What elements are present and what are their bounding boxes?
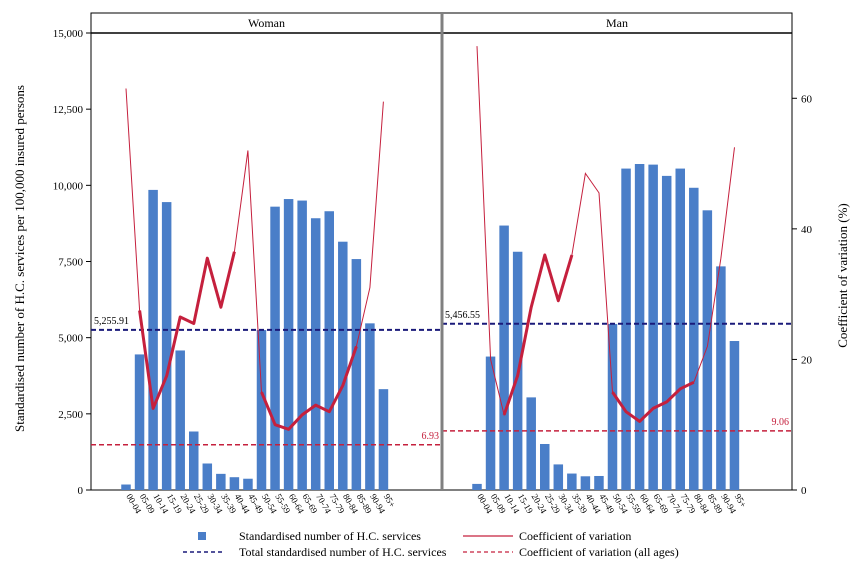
bar-man-90-94 xyxy=(716,266,726,490)
y-left-tick-label: 5,000 xyxy=(58,333,83,345)
bar-woman-65-69 xyxy=(297,200,307,491)
bar-man-75-79 xyxy=(675,168,685,490)
bar-woman-55-59 xyxy=(270,206,280,490)
bar-man-25-29 xyxy=(540,443,550,490)
cv-all-label-woman: 6.93 xyxy=(422,431,440,442)
bar-man-95+ xyxy=(729,341,740,490)
bar-man-50-54 xyxy=(607,323,618,490)
bar-woman-30-34 xyxy=(202,463,213,490)
bar-woman-60-64 xyxy=(283,199,294,490)
bar-woman-95+ xyxy=(378,389,389,490)
panel-title-woman: Woman xyxy=(248,16,285,30)
bar-man-00-04 xyxy=(472,483,482,490)
bar-man-60-64 xyxy=(634,164,645,491)
y-left-tick-label: 15,000 xyxy=(53,28,84,40)
y-left-tick-label: 10,000 xyxy=(53,180,84,192)
bar-man-45-49 xyxy=(594,475,604,490)
bar-man-70-74 xyxy=(661,175,672,490)
y-right-tick-label: 0 xyxy=(801,485,807,497)
bar-man-20-24 xyxy=(526,397,536,490)
bar-man-40-44 xyxy=(580,476,591,490)
bar-woman-05-09 xyxy=(134,354,145,490)
legend-label: Standardised number of H.C. services xyxy=(239,529,421,543)
bar-woman-25-29 xyxy=(189,431,199,490)
bar-woman-10-14 xyxy=(148,189,158,491)
bar-woman-35-39 xyxy=(216,473,226,490)
bar-woman-80-84 xyxy=(338,241,348,490)
bar-woman-90-94 xyxy=(365,323,375,490)
cv-line-bold-man-0 xyxy=(502,253,574,416)
y-left-axis-title: Standardised number of H.C. services per… xyxy=(12,85,27,432)
bar-man-85-89 xyxy=(702,210,713,491)
y-left-tick-label: 12,500 xyxy=(53,104,84,116)
cv-line-bold-man-1 xyxy=(611,380,695,423)
bar-woman-15-19 xyxy=(161,202,172,490)
bar-woman-40-44 xyxy=(229,477,240,490)
panel-title-man: Man xyxy=(606,16,628,30)
y-left-tick-label: 7,500 xyxy=(58,257,83,269)
bar-man-30-34 xyxy=(553,464,564,490)
total-label-man: 5,456.55 xyxy=(445,310,480,321)
bar-woman-75-79 xyxy=(324,211,334,491)
y-right-tick-label: 60 xyxy=(801,93,813,105)
bar-man-10-14 xyxy=(499,225,509,491)
bar-woman-70-74 xyxy=(310,218,321,490)
y-right-tick-label: 40 xyxy=(801,224,813,236)
y-left-tick-label: 2,500 xyxy=(58,409,83,421)
bar-woman-20-24 xyxy=(175,350,185,490)
bar-man-80-84 xyxy=(689,187,699,490)
bar-man-55-59 xyxy=(621,168,631,490)
bar-man-65-69 xyxy=(648,164,658,490)
total-label-woman: 5,255.91 xyxy=(94,316,129,327)
cv-all-label-man: 9.06 xyxy=(772,417,790,428)
bar-man-05-09 xyxy=(485,356,496,490)
y-right-axis-title: Coefficient of variation (%) xyxy=(835,203,850,348)
bar-woman-85-89 xyxy=(351,259,362,490)
y-left-tick-label: 0 xyxy=(78,485,84,497)
bar-man-35-39 xyxy=(567,473,577,490)
bar-woman-50-54 xyxy=(256,330,267,490)
bar-woman-00-04 xyxy=(121,484,131,490)
bar-woman-45-49 xyxy=(243,478,253,490)
y-right-tick-label: 20 xyxy=(801,354,813,366)
legend-label: Coefficient of variation xyxy=(519,529,631,543)
legend-swatch-bar xyxy=(198,532,206,540)
legend-label: Total standardised number of H.C. servic… xyxy=(239,545,447,559)
legend-label: Coefficient of variation (all ages) xyxy=(519,545,679,559)
cv-line-bold-woman-1 xyxy=(260,345,358,431)
cv-line-bold-woman-0 xyxy=(138,251,236,410)
